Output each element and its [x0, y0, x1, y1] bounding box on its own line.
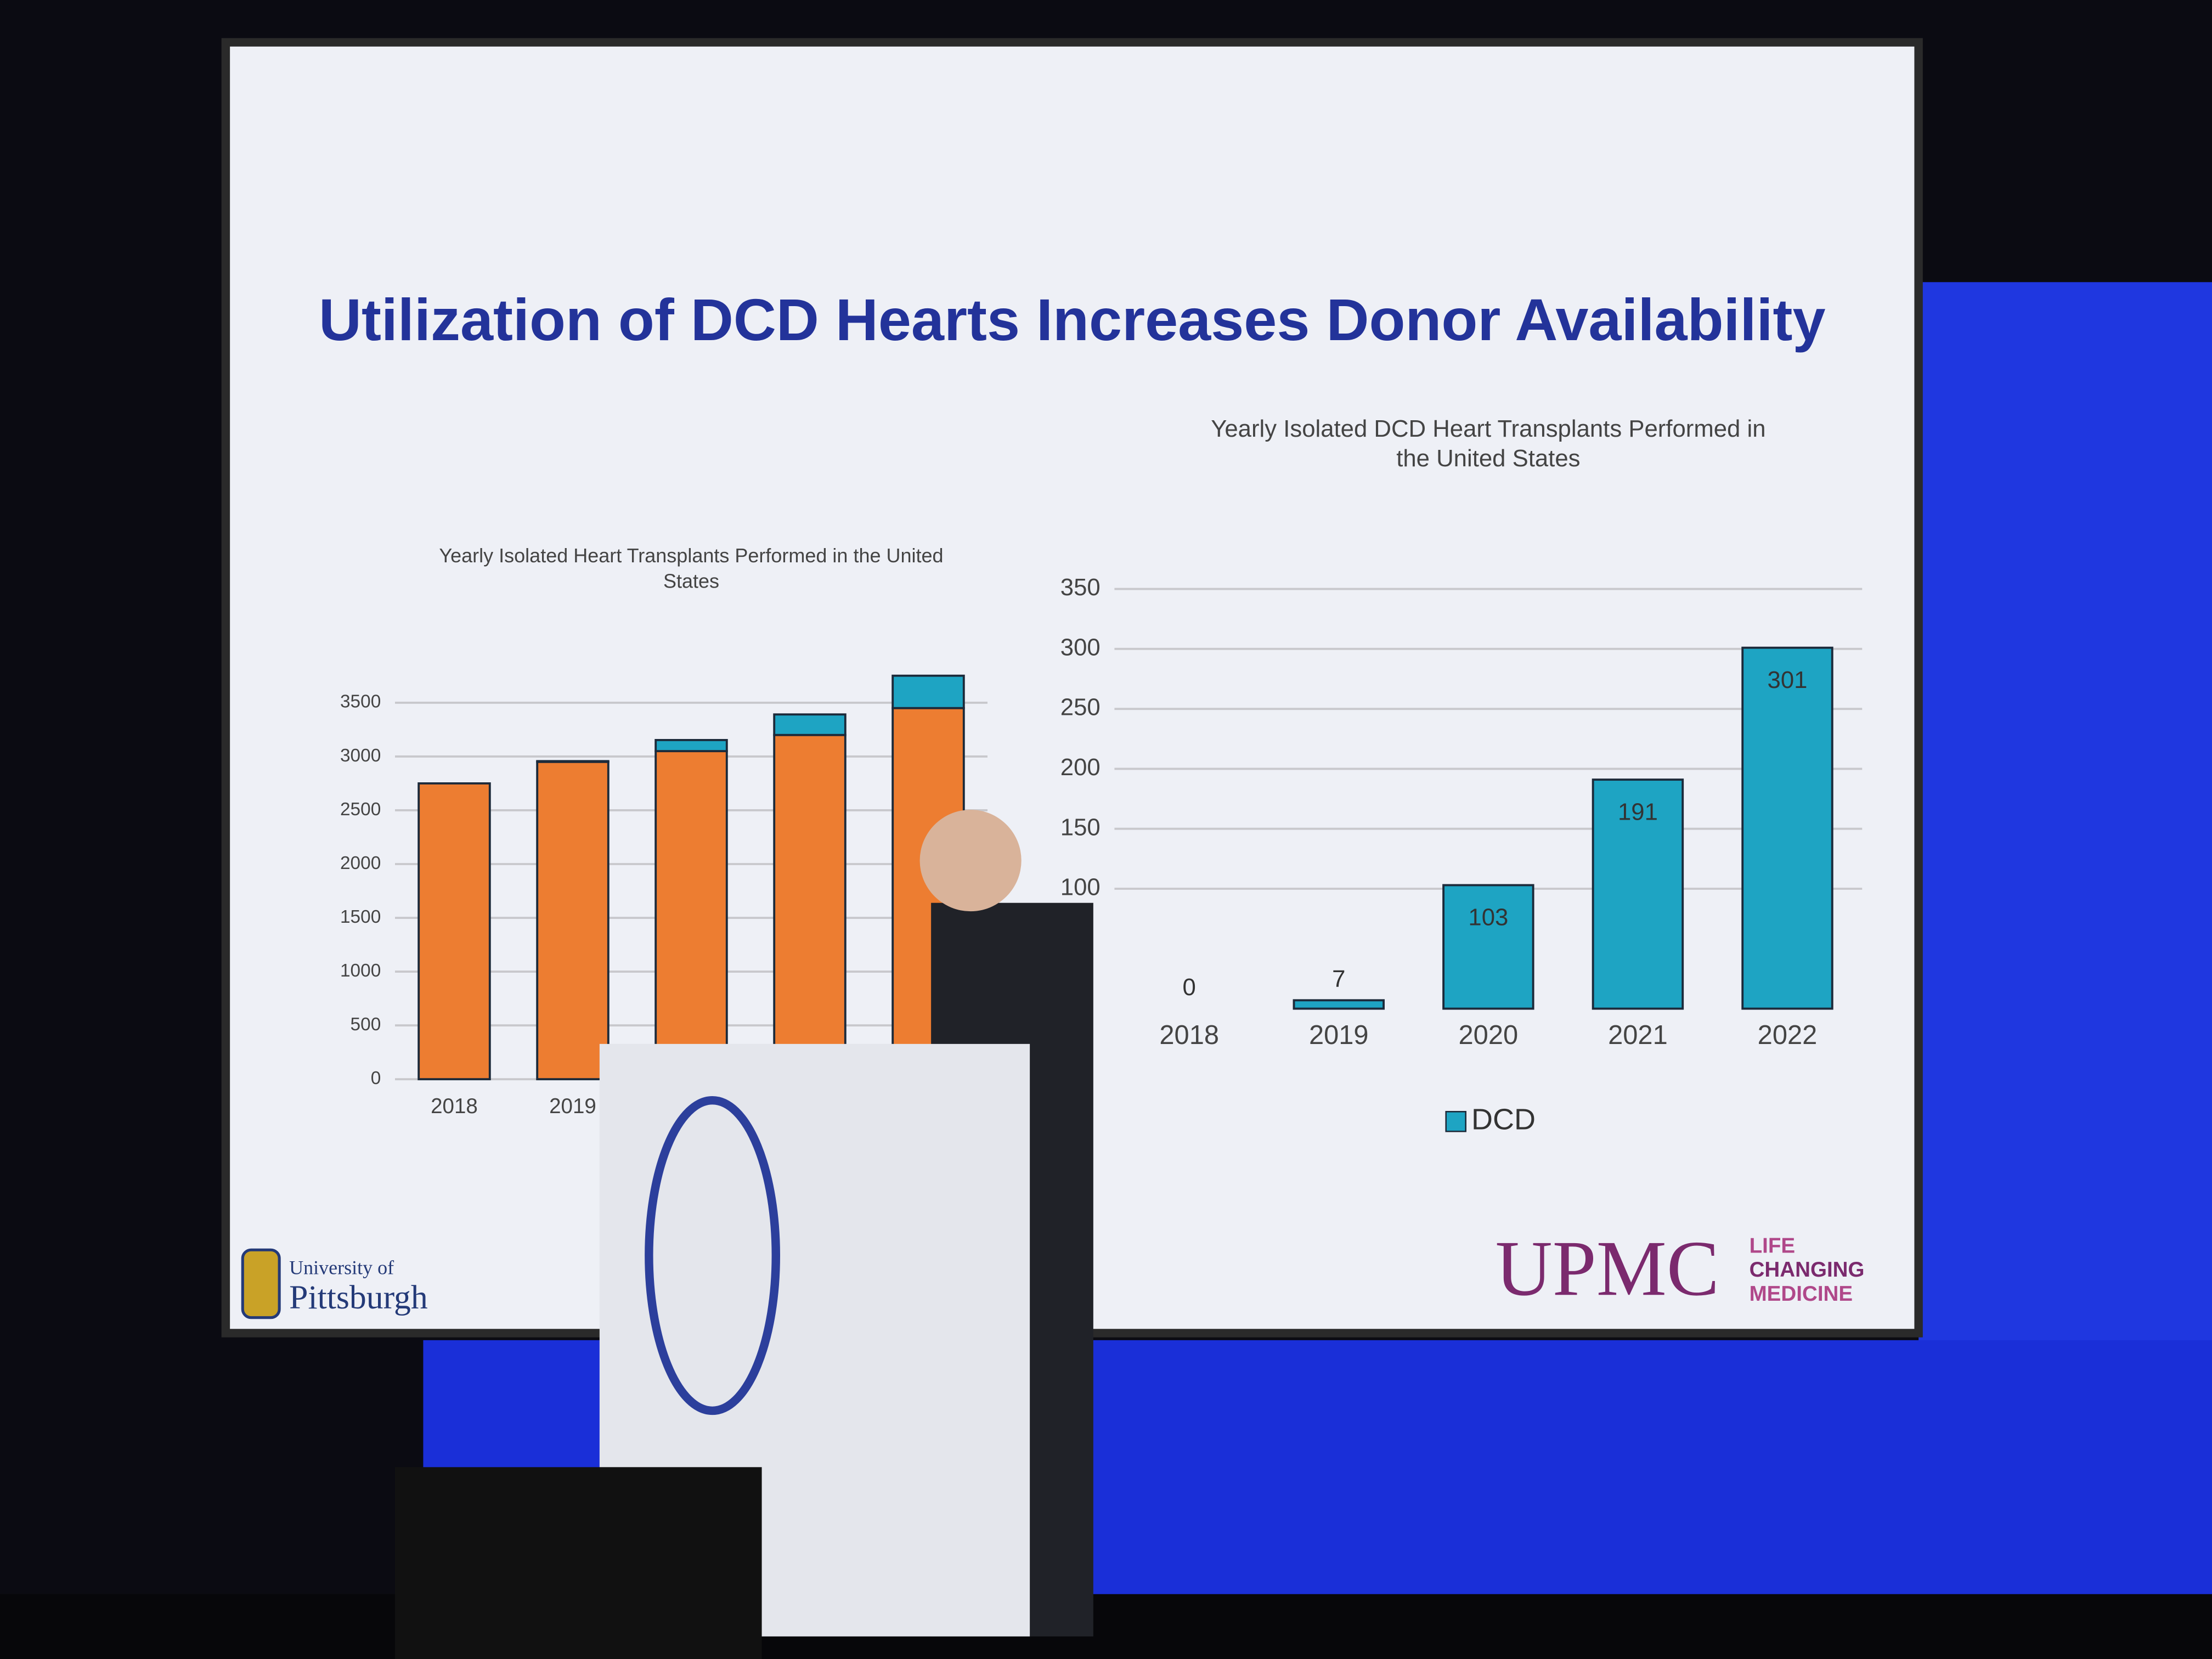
bar [654, 750, 728, 1081]
x-tick-label: 2019 [1309, 1020, 1369, 1050]
y-tick-label: 500 [351, 1014, 381, 1035]
chart-title: Yearly Isolated Heart Transplants Perfor… [439, 544, 943, 567]
foreground [395, 810, 1093, 1659]
bar [1592, 778, 1684, 1010]
y-tick-label: 100 [1060, 874, 1101, 901]
upmc-tagline: LIFE [1750, 1234, 1796, 1257]
monitor [395, 1467, 762, 1659]
bar [417, 782, 491, 1081]
chart-title: the United States [1396, 445, 1580, 472]
y-tick-label: 3500 [340, 692, 381, 712]
data-label: 7 [1332, 966, 1345, 992]
chart-title: States [663, 570, 719, 592]
podium-emblem [645, 1096, 780, 1415]
y-tick-label: 350 [1060, 574, 1101, 601]
data-label: 301 [1768, 667, 1808, 693]
x-tick-label: 2018 [431, 1094, 478, 1118]
data-label: 191 [1618, 798, 1658, 825]
bar [773, 713, 847, 736]
legend-swatch [1445, 1111, 1466, 1132]
data-label: 103 [1468, 904, 1508, 931]
charts: Yearly Isolated Heart Transplants Perfor… [340, 415, 1863, 1167]
y-tick-label: 0 [371, 1068, 381, 1088]
x-tick-label: 2022 [1758, 1020, 1818, 1050]
upmc-logo: UPMC [1496, 1225, 1719, 1312]
bar [773, 733, 847, 1081]
x-tick-label: 2021 [1608, 1020, 1668, 1050]
slide-title: Utilization of DCD Hearts Increases Dono… [319, 286, 1826, 353]
bar [536, 760, 610, 1081]
bar [654, 739, 728, 753]
y-tick-label: 1500 [340, 907, 381, 927]
bar [1442, 884, 1534, 1010]
logo-text: University of [289, 1257, 394, 1279]
stage-floor [0, 1594, 2212, 1659]
x-tick-label: 2020 [1459, 1020, 1519, 1050]
chart-title: Yearly Isolated DCD Heart Transplants Pe… [1211, 415, 1765, 442]
y-tick-label: 1000 [340, 961, 381, 981]
x-tick-label: 2018 [1159, 1020, 1219, 1050]
y-tick-label: 3000 [340, 746, 381, 766]
logo-text: Pittsburgh [289, 1279, 428, 1316]
speaker-head [919, 810, 1022, 912]
bar [891, 674, 965, 709]
upmc-tagline: MEDICINE [1750, 1282, 1853, 1306]
x-tick-label: 2019 [549, 1094, 596, 1118]
y-tick-label: 150 [1060, 814, 1101, 840]
bar [1741, 646, 1833, 1010]
y-tick-label: 250 [1060, 694, 1101, 721]
y-tick-label: 200 [1060, 754, 1101, 781]
legend-label: DCD [1471, 1103, 1536, 1136]
y-tick-label: 300 [1060, 634, 1101, 661]
upmc-tagline: CHANGING [1750, 1258, 1865, 1282]
y-tick-label: 2500 [340, 799, 381, 820]
data-label: 0 [1183, 974, 1196, 1001]
bar [1293, 999, 1385, 1010]
pitt-shield [241, 1248, 281, 1319]
y-tick-label: 2000 [340, 853, 381, 873]
